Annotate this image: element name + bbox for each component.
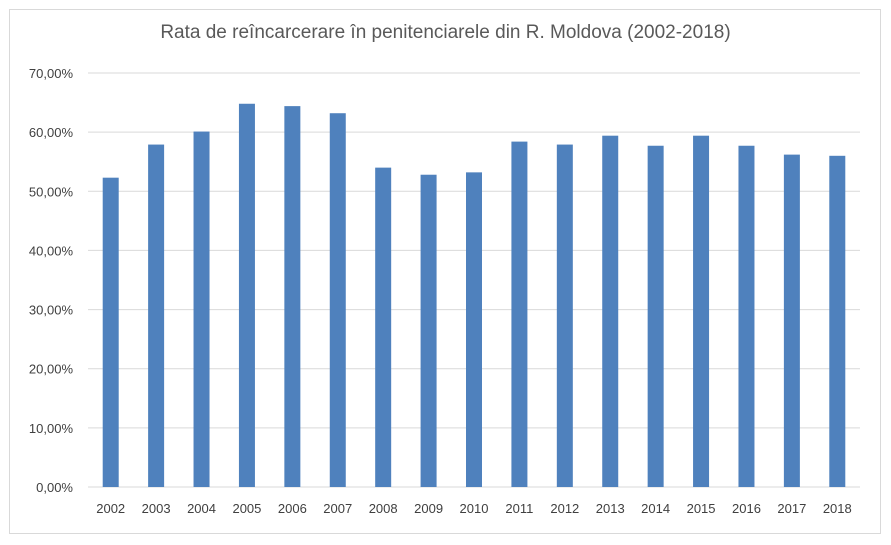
chart-title: Rata de reîncarcerare în penitenciarele … [160,22,731,43]
x-tick-label: 2018 [823,501,852,516]
bar-2018 [829,155,846,488]
x-tick-label: 2002 [96,501,125,516]
bar-2002 [102,177,119,487]
x-tick-label: 2016 [732,501,761,516]
bar-2012 [556,144,573,487]
x-tick-label: 2007 [323,501,352,516]
x-axis-ticks: 2002 2003 2004 2005 2006 2007 2008 2009 2010 2011… [96,501,852,516]
bar-2005 [238,103,255,488]
x-tick-label: 2011 [505,501,533,516]
y-tick-label: 40,00% [29,243,74,258]
bars [102,103,846,488]
x-tick-label: 2003 [142,501,171,516]
x-tick-label: 2015 [687,501,716,516]
x-tick-label: 2008 [369,501,398,516]
bar-2006 [284,106,301,488]
x-tick-label: 2012 [550,501,579,516]
x-tick-label: 2017 [777,501,806,516]
bar-2014 [647,145,664,487]
bar-2004 [193,131,210,487]
x-tick-label: 2006 [278,501,307,516]
x-tick-label: 2014 [641,501,670,516]
y-tick-label: 70,00% [29,66,74,81]
x-tick-label: 2009 [414,501,443,516]
x-tick-label: 2004 [187,501,216,516]
y-tick-label: 10,00% [29,421,74,436]
bar-2016 [738,145,755,487]
bar-2017 [783,154,800,488]
x-tick-label: 2013 [596,501,625,516]
bar-2013 [602,135,619,488]
x-tick-label: 2005 [232,501,261,516]
y-tick-label: 30,00% [29,303,74,318]
y-tick-label: 20,00% [29,362,74,377]
bar-2003 [148,144,165,487]
y-tick-label: 0,00% [36,480,73,495]
bar-2010 [466,172,482,488]
bar-2015 [693,135,710,488]
y-axis-ticks: 0,00% 10,00% 20,00% 30,00% 40,00% 50,00% 60,00… [29,66,74,495]
bar-2009 [420,174,437,487]
bar-2007 [329,113,346,488]
y-tick-label: 60,00% [29,125,74,140]
bar-2011 [511,141,528,487]
x-tick-label: 2010 [460,501,489,516]
bar-2008 [375,167,392,487]
y-tick-label: 50,00% [29,184,74,199]
